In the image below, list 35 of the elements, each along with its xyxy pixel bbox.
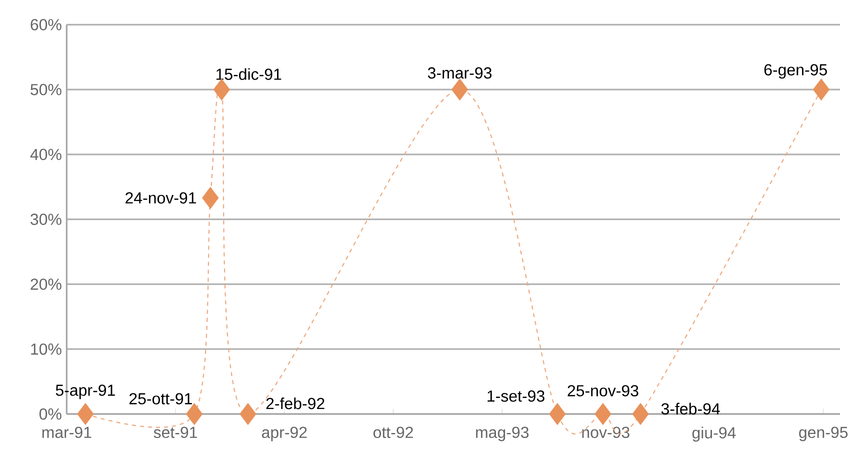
y-tick-label: 10% [31,343,62,355]
y-tick-label: 30% [30,214,62,225]
point [202,186,219,209]
annotation: 1-set-93 [488,390,544,402]
point [594,403,612,425]
x-tick-label: set-91 [154,426,197,438]
y-tick-label: 0% [39,408,62,420]
x-tick-label: giu-94 [692,426,736,442]
y-tick-label: 40% [30,148,62,160]
point [812,78,830,100]
point [77,403,94,425]
x-tick-label: gen-95 [799,426,848,442]
annotation: 2-feb-92 [266,397,324,410]
y-tick-label: 50% [30,84,62,96]
x-tick-label: ott-92 [373,426,413,438]
annotation: 15-dic-91 [216,68,282,80]
annotation: 6-gen-95 [764,64,827,79]
y-tick-label: 20% [30,278,62,290]
point [186,403,203,425]
x-tick-label: mag-93 [476,426,529,442]
point [632,403,649,425]
point [213,78,230,100]
y-tick-label: 60% [30,19,62,30]
point [549,403,566,425]
annotation: 25-nov-93 [568,385,638,396]
annotation: 25-ott-91 [129,393,192,404]
annotation: 3-mar-93 [428,67,492,79]
point [240,403,256,425]
x-tick-label: nov-93 [582,426,630,438]
x-tick-label: apr-92 [262,426,307,442]
point [452,78,468,100]
annotation: 5-apr-91 [56,384,115,400]
annotation: 3-feb-94 [661,402,720,415]
annotation: 24-nov-91 [126,192,196,204]
x-tick-label: mar-91 [42,426,92,438]
